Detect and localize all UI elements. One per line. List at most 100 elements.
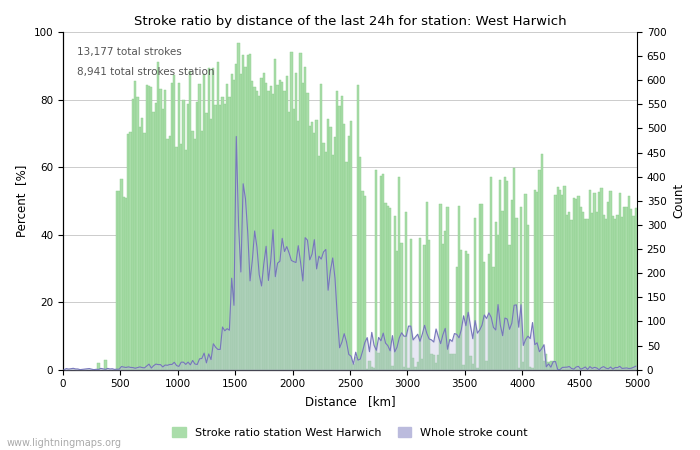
Bar xyxy=(587,219,589,370)
Bar xyxy=(596,212,598,370)
Bar xyxy=(157,62,160,370)
Bar xyxy=(623,207,626,370)
Bar xyxy=(318,157,320,370)
Bar xyxy=(444,231,447,370)
Bar xyxy=(382,174,384,370)
Bar xyxy=(136,97,139,370)
Bar xyxy=(472,364,474,370)
Bar xyxy=(359,157,361,370)
Bar xyxy=(253,87,256,370)
Bar xyxy=(375,170,377,370)
Bar xyxy=(334,137,336,370)
Bar xyxy=(246,55,249,370)
Bar xyxy=(469,356,472,370)
Bar xyxy=(366,369,368,370)
Bar xyxy=(352,364,354,370)
Bar xyxy=(196,102,198,370)
Bar xyxy=(361,191,364,370)
Bar xyxy=(377,353,380,370)
Bar xyxy=(438,355,440,370)
Bar xyxy=(228,97,230,370)
Bar xyxy=(116,191,118,370)
Bar xyxy=(488,254,490,370)
Bar xyxy=(194,139,196,370)
Bar xyxy=(104,360,106,370)
Bar xyxy=(575,199,577,370)
Bar xyxy=(391,366,393,370)
Bar xyxy=(343,124,345,370)
Bar xyxy=(130,132,132,370)
Bar xyxy=(153,112,155,370)
Bar xyxy=(251,81,253,370)
Bar xyxy=(440,204,442,370)
Bar xyxy=(465,251,467,370)
Bar xyxy=(621,217,623,370)
Bar xyxy=(607,202,610,370)
Bar xyxy=(127,134,130,370)
Bar xyxy=(223,104,226,370)
Bar xyxy=(180,144,182,370)
Y-axis label: Percent  [%]: Percent [%] xyxy=(15,165,28,237)
Bar xyxy=(451,354,454,370)
Bar xyxy=(591,212,594,370)
Bar xyxy=(481,204,483,370)
Bar xyxy=(267,91,270,370)
Bar xyxy=(564,185,566,370)
Bar xyxy=(345,162,348,370)
Bar xyxy=(400,243,402,370)
Bar xyxy=(270,86,272,370)
Bar xyxy=(458,206,460,370)
Bar xyxy=(178,83,180,370)
Bar xyxy=(201,131,203,370)
Bar xyxy=(559,190,561,370)
Bar xyxy=(325,152,327,370)
Bar xyxy=(249,54,251,370)
Bar xyxy=(598,192,600,370)
Bar xyxy=(148,86,150,370)
Bar xyxy=(307,93,309,370)
Bar xyxy=(610,191,612,370)
Bar xyxy=(398,177,400,370)
Bar xyxy=(426,202,428,370)
Bar xyxy=(402,367,405,370)
Bar xyxy=(281,82,284,370)
Bar xyxy=(192,130,194,370)
Bar xyxy=(584,219,587,370)
Bar xyxy=(217,62,219,370)
Bar xyxy=(313,133,316,370)
Bar xyxy=(497,234,499,370)
Bar xyxy=(430,354,433,370)
Bar xyxy=(570,220,573,370)
Bar xyxy=(619,194,621,370)
Bar xyxy=(293,109,295,370)
Bar xyxy=(600,188,603,370)
Bar xyxy=(210,119,212,370)
Bar xyxy=(386,206,389,370)
Bar xyxy=(556,187,559,370)
Bar xyxy=(626,207,628,370)
Bar xyxy=(173,75,176,370)
Bar xyxy=(506,181,508,370)
Bar xyxy=(233,80,235,370)
Bar xyxy=(256,91,258,370)
Bar xyxy=(230,74,233,370)
Bar xyxy=(300,53,302,370)
Bar xyxy=(456,267,458,370)
Bar xyxy=(628,196,630,370)
Bar xyxy=(274,58,277,370)
Bar xyxy=(467,254,469,370)
Bar xyxy=(504,177,506,370)
Bar xyxy=(529,367,531,370)
Bar xyxy=(182,99,185,370)
Bar xyxy=(205,113,208,370)
Bar xyxy=(316,120,318,370)
Bar xyxy=(176,147,178,370)
Bar xyxy=(350,122,352,370)
Bar xyxy=(594,193,596,370)
Bar xyxy=(396,251,398,370)
Bar xyxy=(508,245,511,370)
Bar xyxy=(419,238,421,370)
Bar xyxy=(460,250,463,370)
Bar xyxy=(187,104,189,370)
Bar xyxy=(185,149,187,370)
